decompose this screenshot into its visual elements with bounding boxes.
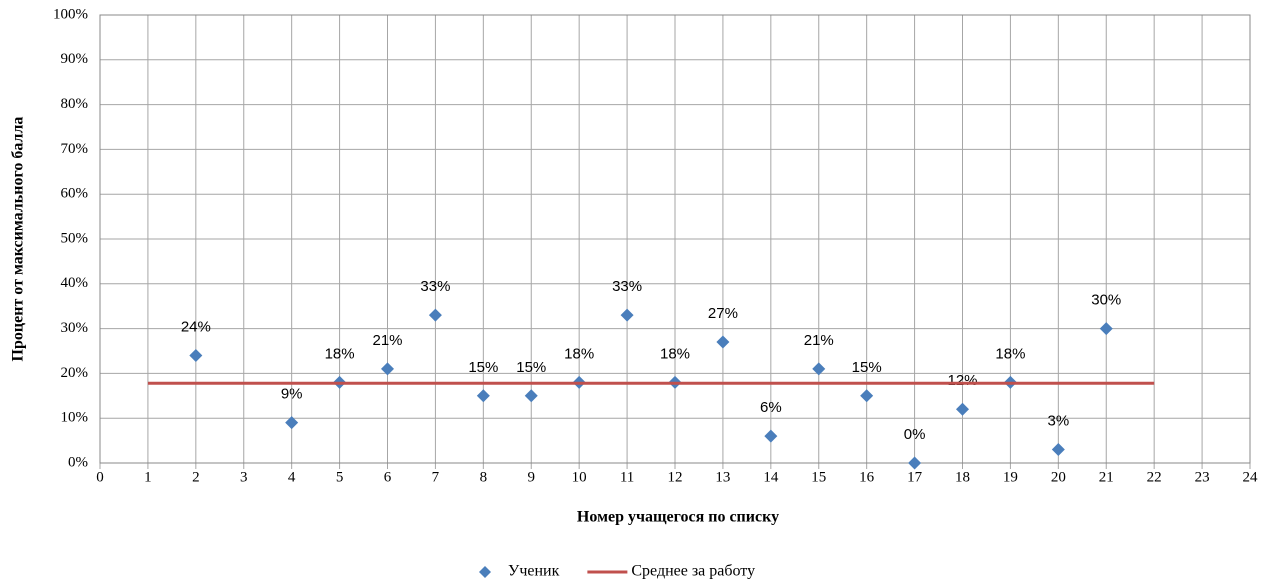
point [524, 389, 538, 403]
data-label: 9% [281, 386, 303, 403]
x-tick-label: 24 [1243, 469, 1259, 485]
x-tick-label: 21 [1099, 469, 1114, 485]
legend-label: Среднее за работу [631, 563, 755, 580]
x-tick-label: 11 [620, 469, 634, 485]
x-tick-label: 6 [384, 469, 392, 485]
x-tick-label: 20 [1051, 469, 1066, 485]
data-label: 27% [708, 305, 738, 322]
point [956, 402, 969, 416]
x-tick-label: 13 [715, 469, 730, 485]
data-label: 15% [468, 359, 498, 376]
x-tick-label: 8 [480, 469, 488, 485]
point [764, 429, 778, 443]
point [860, 389, 874, 403]
data-label: 0% [904, 426, 926, 443]
x-tick-label: 16 [859, 469, 875, 485]
point [716, 335, 730, 349]
x-tick-label: 10 [572, 469, 587, 485]
x-tick-label: 5 [336, 469, 344, 485]
y-tick-label: 90% [61, 51, 89, 67]
data-label: 18% [660, 345, 690, 362]
data-label: 6% [760, 399, 782, 416]
legend-marker [479, 566, 491, 578]
data-label: 18% [564, 345, 594, 362]
point [189, 348, 203, 362]
data-label: 30% [1091, 292, 1121, 309]
data-label: 33% [420, 278, 450, 295]
y-tick-label: 20% [61, 365, 89, 381]
point [285, 416, 299, 430]
x-tick-label: 15 [811, 469, 826, 485]
data-label: 12% [947, 372, 977, 389]
data-label: 21% [372, 332, 402, 349]
x-tick-label: 18 [955, 469, 970, 485]
point [476, 389, 490, 403]
data-label: 3% [1047, 413, 1069, 430]
y-tick-label: 60% [61, 186, 89, 202]
y-tick-label: 40% [61, 275, 89, 291]
point [1099, 322, 1113, 336]
x-tick-label: 3 [240, 469, 248, 485]
x-tick-label: 19 [1003, 469, 1018, 485]
y-axis-title: Процент от максимального балла [10, 117, 27, 362]
y-tick-label: 70% [61, 141, 89, 157]
point [381, 362, 394, 376]
data-label: 24% [181, 318, 211, 335]
y-tick-label: 50% [61, 230, 89, 246]
data-label: 15% [852, 359, 882, 376]
x-tick-label: 23 [1195, 469, 1210, 485]
x-tick-label: 7 [432, 469, 440, 485]
point [428, 308, 442, 322]
data-label: 18% [325, 345, 355, 362]
point [812, 362, 826, 376]
x-axis-title: Номер учащегося по списку [577, 509, 779, 526]
point [1051, 443, 1065, 457]
y-tick-label: 10% [61, 410, 89, 426]
x-tick-label: 17 [907, 469, 923, 485]
y-tick-label: 80% [61, 96, 89, 112]
data-label: 33% [612, 278, 642, 295]
plot-border [99, 14, 1251, 464]
x-tick-label: 1 [144, 469, 152, 485]
data-label: 15% [516, 359, 546, 376]
x-tick-label: 4 [288, 469, 296, 485]
point [620, 308, 634, 322]
x-tick-label: 9 [528, 469, 536, 485]
x-tick-label: 0 [96, 469, 104, 485]
legend-label: Ученик [508, 563, 560, 580]
y-tick-label: 0% [68, 454, 88, 470]
x-tick-label: 22 [1147, 469, 1162, 485]
x-tick-label: 2 [192, 469, 200, 485]
y-tick-label: 100% [53, 6, 88, 22]
point [908, 456, 922, 470]
data-label: 18% [995, 345, 1025, 362]
x-tick-label: 14 [763, 469, 779, 485]
data-label: 21% [804, 332, 834, 349]
y-tick-label: 30% [61, 320, 89, 336]
x-tick-label: 12 [668, 469, 683, 485]
